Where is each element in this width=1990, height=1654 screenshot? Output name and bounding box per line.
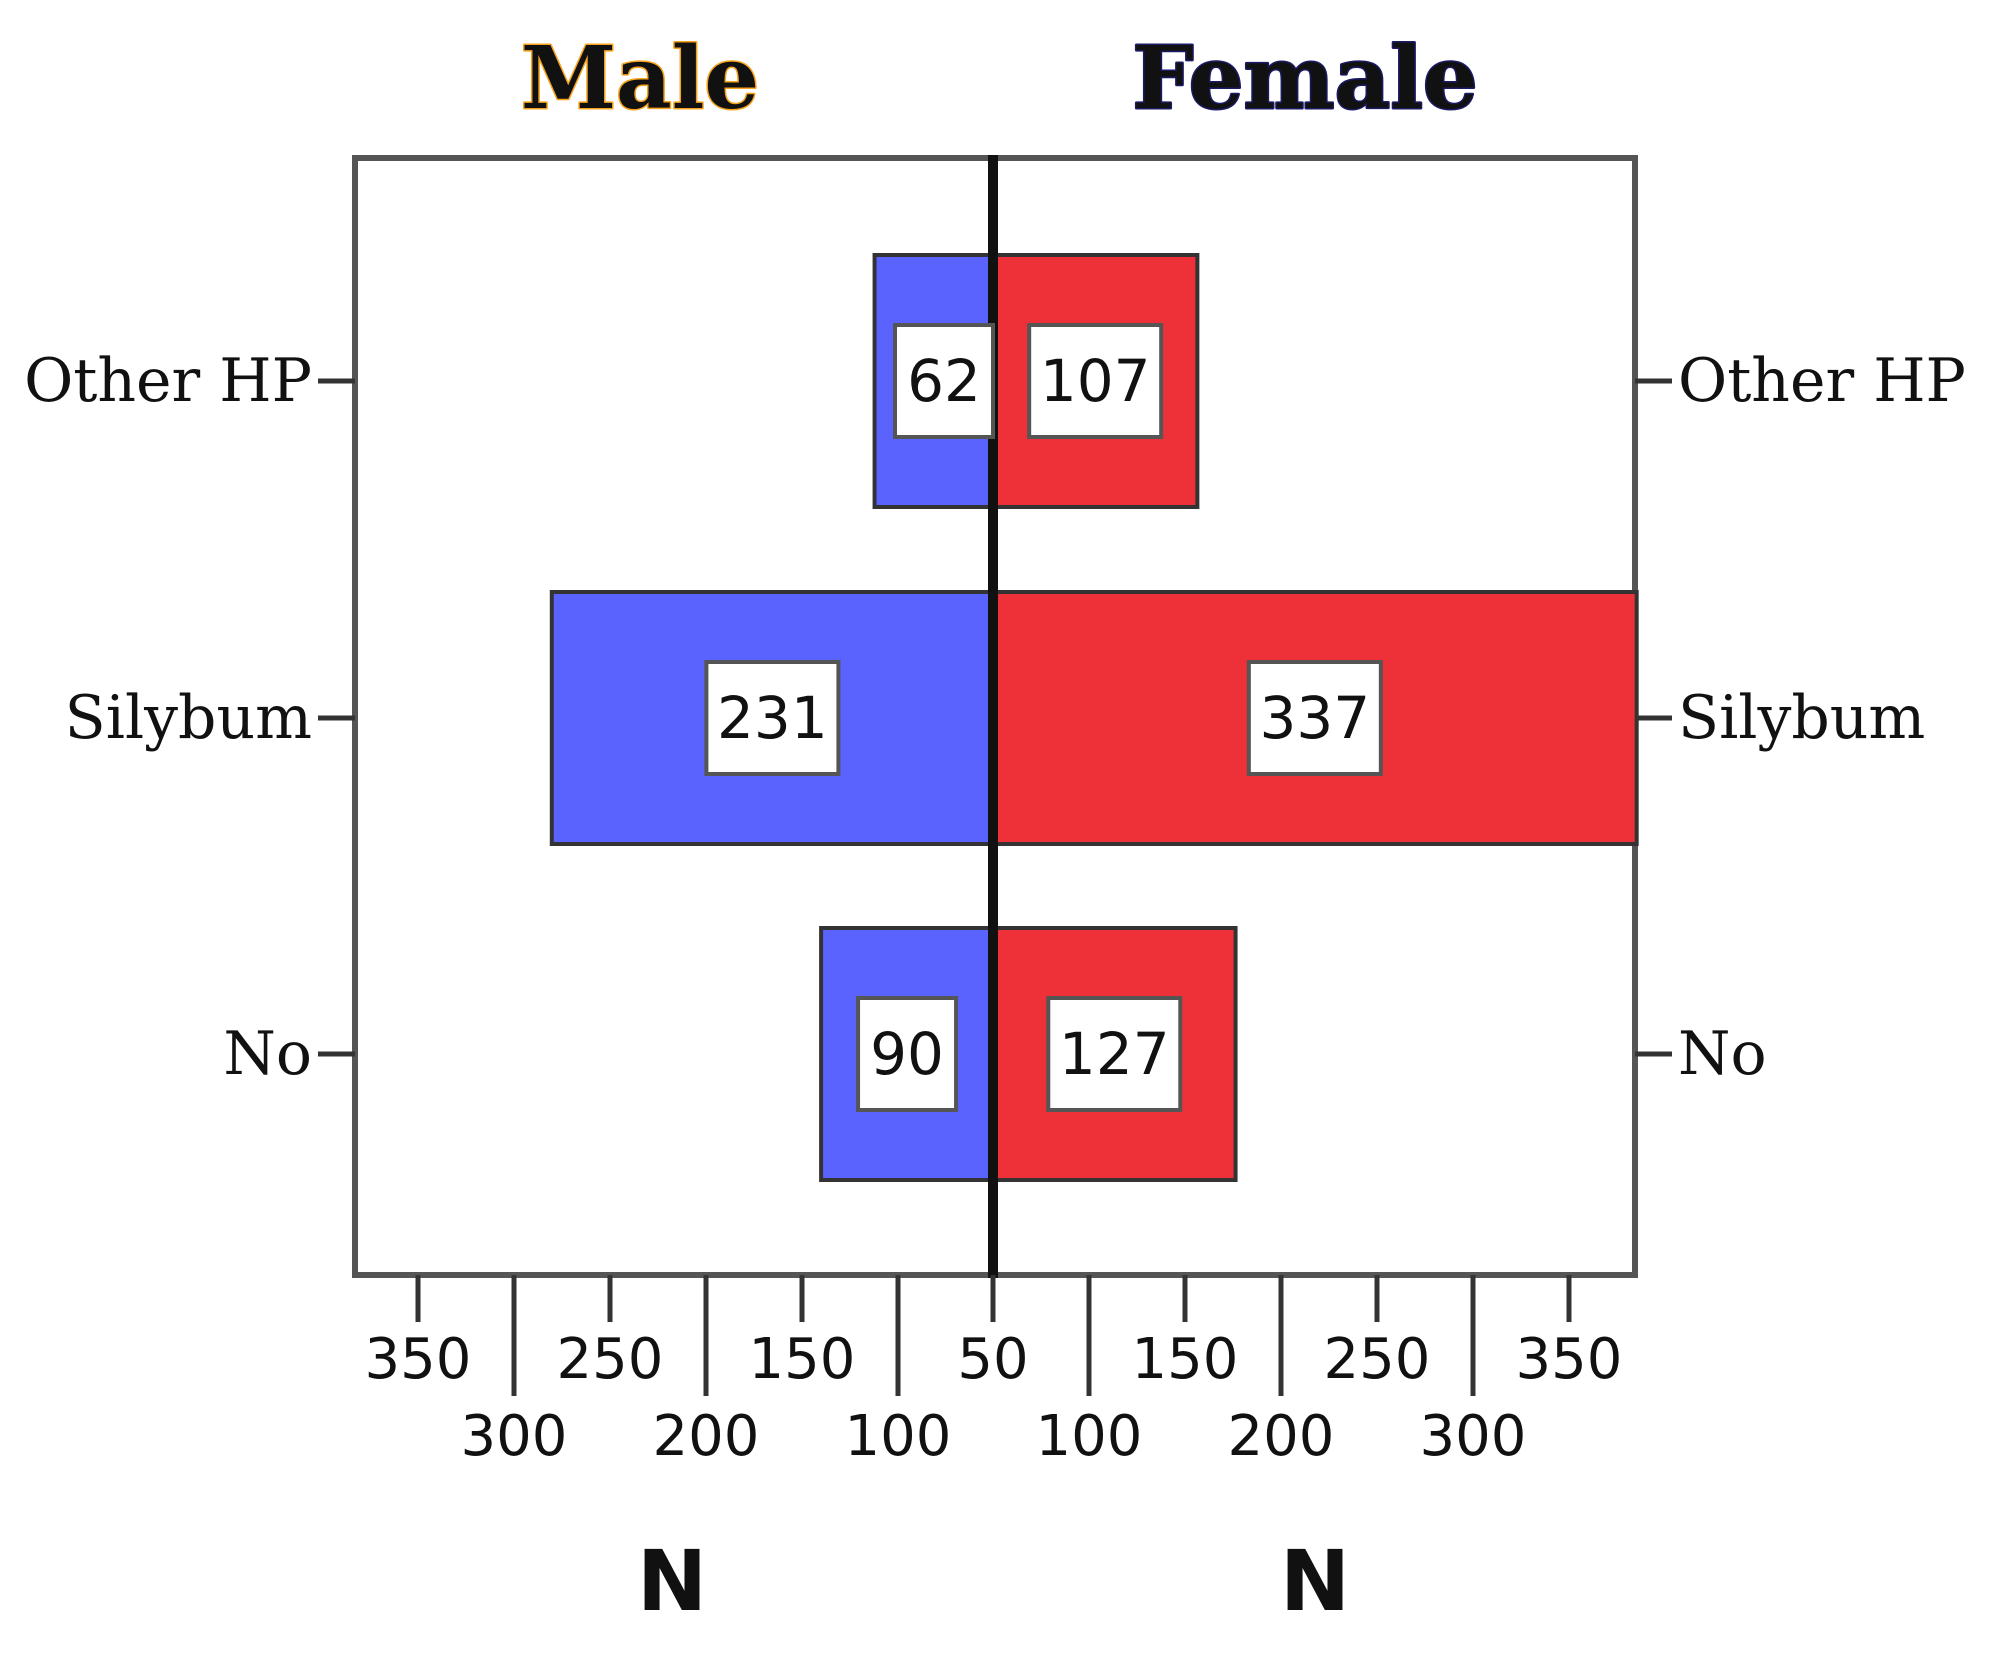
x-tick-label-upper: 50 — [957, 1327, 1028, 1392]
value-labels-layer: 62 107 231 337 90 127 — [704, 323, 1383, 1112]
female-panel-title: Female — [1132, 28, 1477, 129]
x-tick-label-lower: 100 — [845, 1404, 952, 1469]
category-axis-labels: Other HP Other HP Silybum Silybum No No — [24, 346, 1966, 1089]
female-value-box-other-hp — [1027, 323, 1164, 439]
right-category-label: Silybum — [1678, 683, 1925, 753]
x-axis-label-male: N — [637, 1532, 707, 1630]
male-value-label-no: 90 — [870, 1020, 944, 1088]
female-value-label-other-hp: 107 — [1040, 347, 1151, 415]
x-tick-label-lower: 300 — [1420, 1404, 1527, 1469]
x-tick-label-upper: 150 — [749, 1327, 856, 1392]
x-tick-label-upper: 350 — [1516, 1327, 1623, 1392]
right-category-label: No — [1678, 1019, 1767, 1089]
female-value-box-silybum — [1246, 660, 1383, 776]
x-tick-label-lower: 200 — [653, 1404, 760, 1469]
x-axis-label-female: N — [1280, 1532, 1350, 1630]
x-tick-label-lower: 300 — [461, 1404, 568, 1469]
male-value-box-other-hp — [893, 323, 995, 439]
female-value-label-silybum: 337 — [1259, 684, 1370, 752]
male-panel-title: Male — [521, 28, 759, 129]
female-value-box-no — [1046, 996, 1183, 1112]
x-axis-ticks: 350 250 150 50 150 250 350 300 200 100 100 200 300 — [365, 1275, 1623, 1469]
x-tick-label-upper: 150 — [1132, 1327, 1239, 1392]
male-value-label-other-hp: 62 — [907, 347, 981, 415]
female-value-label-no: 127 — [1059, 1020, 1170, 1088]
male-value-box-silybum — [704, 660, 841, 776]
left-category-label: No — [223, 1019, 312, 1089]
left-category-label: Silybum — [65, 683, 312, 753]
x-tick-label-lower: 200 — [1228, 1404, 1335, 1469]
x-tick-label-upper: 250 — [557, 1327, 664, 1392]
x-tick-label-upper: 350 — [365, 1327, 472, 1392]
x-tick-label-lower: 100 — [1036, 1404, 1143, 1469]
left-category-label: Other HP — [24, 346, 312, 416]
male-value-label-silybum: 231 — [717, 684, 828, 752]
x-tick-label-upper: 250 — [1324, 1327, 1431, 1392]
male-value-box-no — [856, 996, 959, 1112]
right-category-label: Other HP — [1678, 346, 1966, 416]
